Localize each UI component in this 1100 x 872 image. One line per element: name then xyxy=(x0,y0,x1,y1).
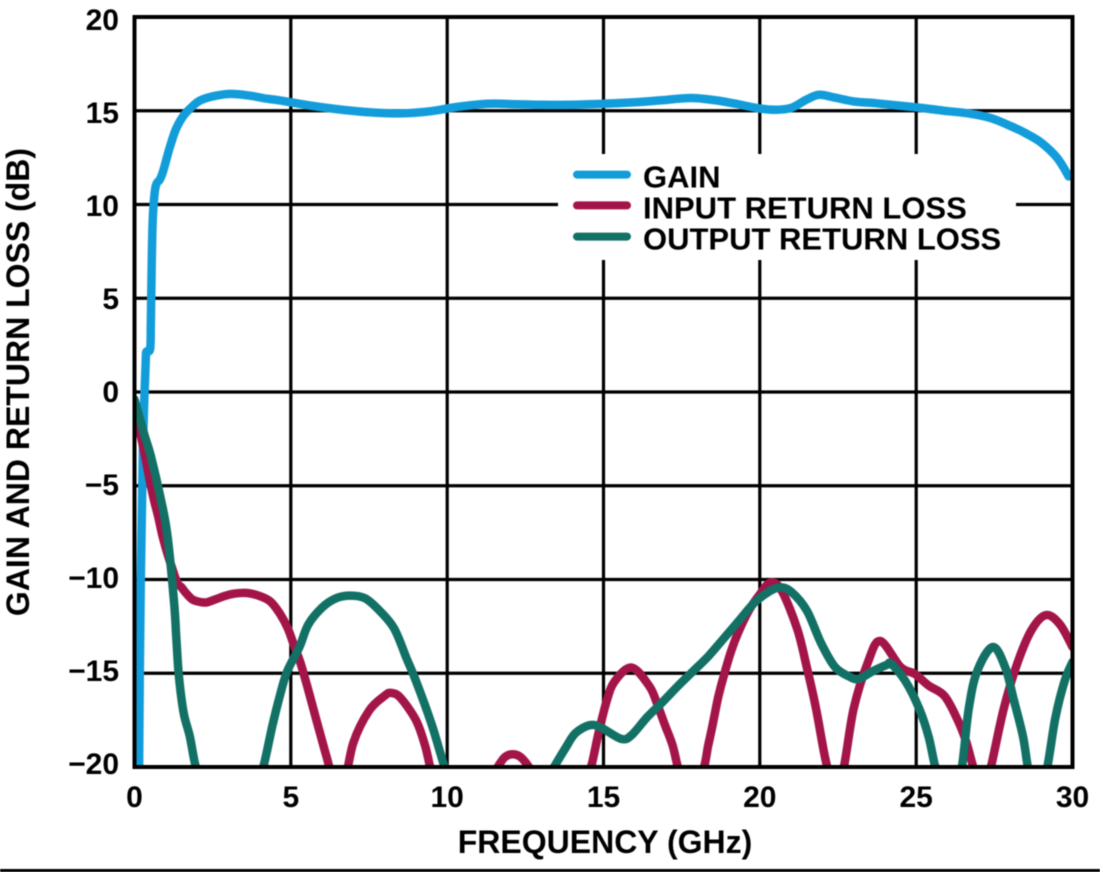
svg-text:25: 25 xyxy=(900,781,933,814)
svg-text:−10: −10 xyxy=(68,562,119,595)
svg-text:5: 5 xyxy=(282,781,299,814)
svg-text:OUTPUT RETURN LOSS: OUTPUT RETURN LOSS xyxy=(643,222,1001,257)
svg-text:30: 30 xyxy=(1056,781,1089,814)
svg-text:−15: −15 xyxy=(68,655,119,688)
svg-text:15: 15 xyxy=(86,97,119,130)
svg-text:−5: −5 xyxy=(85,469,119,502)
svg-text:20: 20 xyxy=(743,781,776,814)
svg-text:20: 20 xyxy=(86,4,119,37)
svg-text:−20: −20 xyxy=(68,748,119,781)
svg-text:10: 10 xyxy=(86,190,119,223)
svg-text:FREQUENCY (GHz): FREQUENCY (GHz) xyxy=(458,824,753,860)
svg-text:5: 5 xyxy=(102,283,119,316)
svg-text:15: 15 xyxy=(587,781,620,814)
svg-text:INPUT RETURN LOSS: INPUT RETURN LOSS xyxy=(643,191,967,226)
svg-text:0: 0 xyxy=(126,781,143,814)
svg-text:10: 10 xyxy=(431,781,464,814)
svg-text:0: 0 xyxy=(102,376,119,409)
svg-text:GAIN AND RETURN LOSS (dB): GAIN AND RETURN LOSS (dB) xyxy=(0,148,36,616)
svg-text:GAIN: GAIN xyxy=(643,160,721,195)
